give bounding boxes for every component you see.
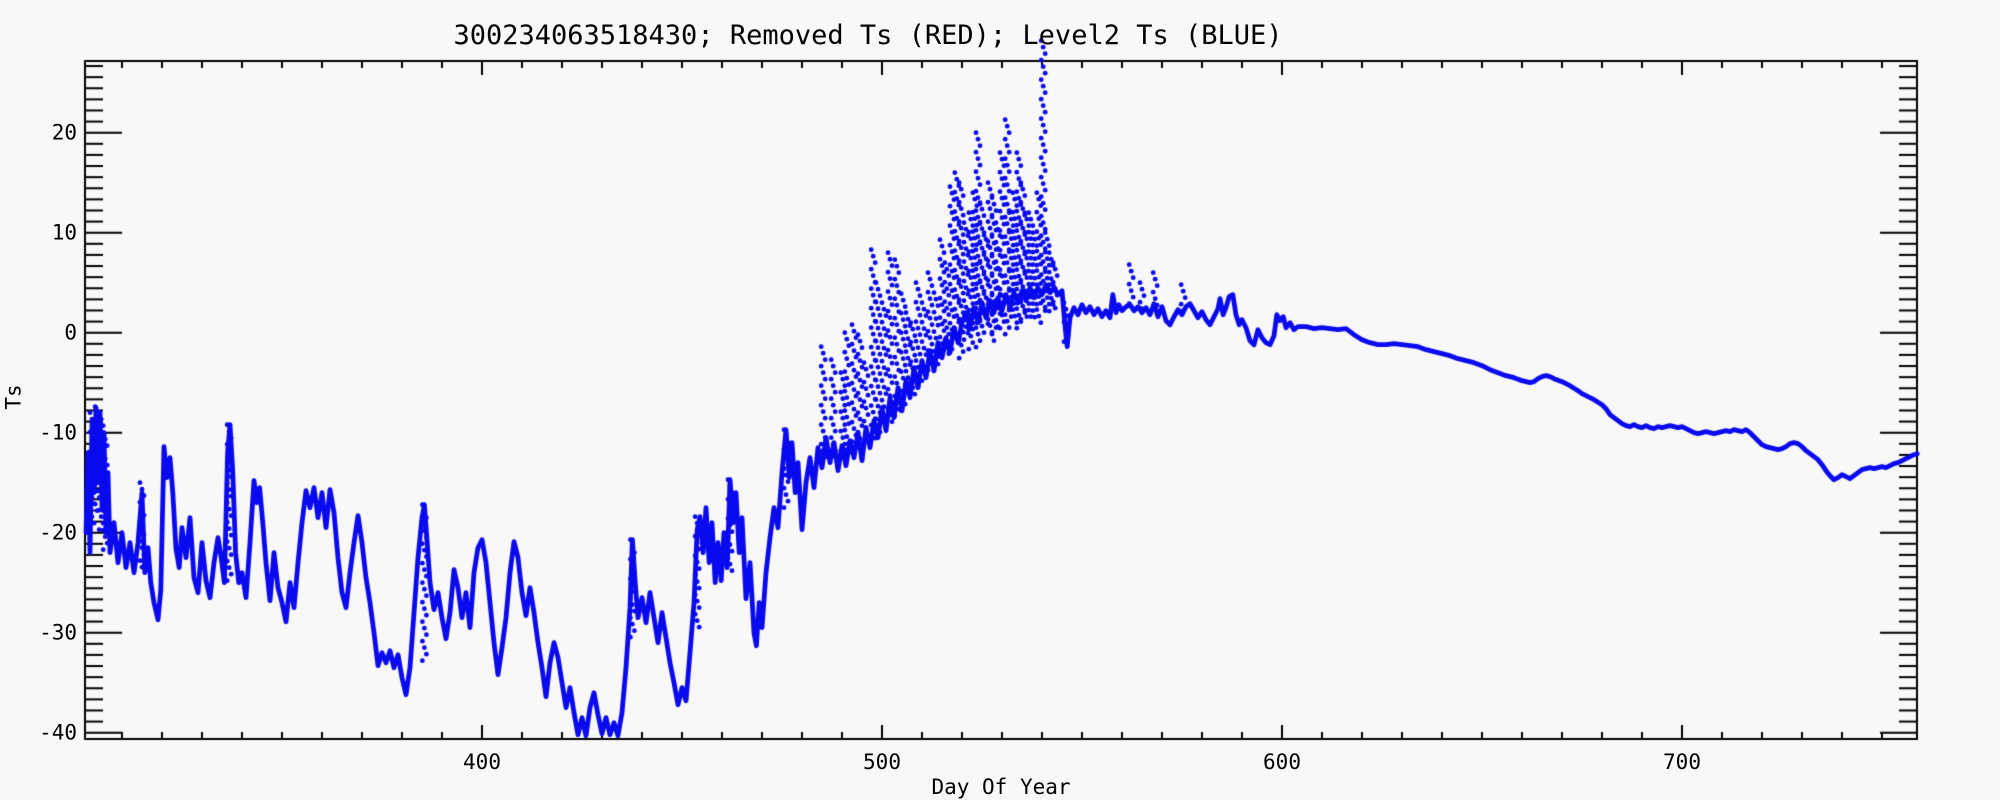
y-axis-title: Ts [1,384,26,410]
x-axis-title: Day Of Year [931,775,1071,799]
y-tick-label: 0 [64,320,77,345]
y-tick-label: -10 [39,420,77,445]
y-tick-label: 20 [51,120,77,145]
y-tick-label: -40 [39,720,77,745]
chart-title: 300234063518430; Removed Ts (RED); Level… [453,20,1283,51]
x-tick-label: 700 [1663,750,1701,774]
y-tick-label: -30 [39,620,77,645]
y-tick-label: 10 [51,220,77,245]
x-tick-label: 400 [463,750,501,774]
x-tick-label: 600 [1263,750,1301,774]
x-tick-label: 500 [863,750,901,774]
y-tick-label: -20 [39,520,77,545]
